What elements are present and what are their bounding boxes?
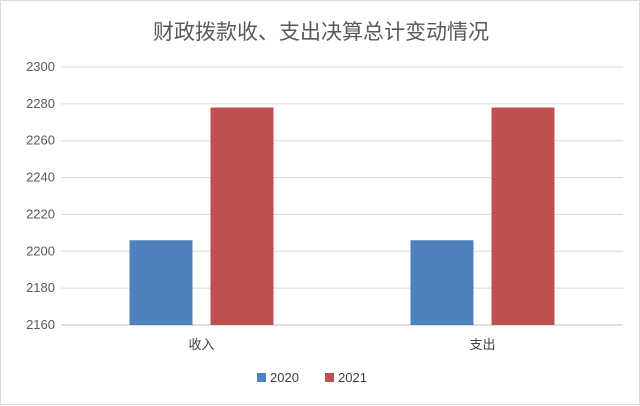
y-tick-label: 2220 — [26, 206, 55, 221]
bar-2020-0 — [129, 240, 193, 325]
legend-swatch — [257, 373, 266, 382]
y-tick-label: 2200 — [26, 243, 55, 258]
x-category-label: 支出 — [469, 338, 495, 353]
legend-swatch — [325, 373, 334, 382]
bar-2021-0 — [210, 107, 274, 326]
y-tick-label: 2260 — [26, 133, 55, 148]
x-category-label: 收入 — [188, 338, 214, 353]
chart-title: 财政拨款收、支出决算总计变动情况 — [153, 20, 489, 44]
y-tick-label: 2160 — [26, 317, 55, 332]
y-tick-label: 2300 — [26, 59, 55, 74]
y-axis-ticks: 2160 2180 2200 2220 2240 2260 2280 2300 — [26, 59, 55, 332]
y-tick-label: 2180 — [26, 280, 55, 295]
bars — [129, 107, 555, 326]
y-tick-label: 2280 — [26, 96, 55, 111]
y-tick-label: 2240 — [26, 170, 55, 185]
bar-2020-1 — [410, 240, 474, 325]
legend-label: 2021 — [338, 370, 367, 385]
x-axis-categories: 收入 支出 — [188, 338, 495, 353]
legend: 2020 2021 — [257, 370, 367, 385]
legend-label: 2020 — [270, 370, 299, 385]
bar-2021-1 — [491, 107, 555, 326]
